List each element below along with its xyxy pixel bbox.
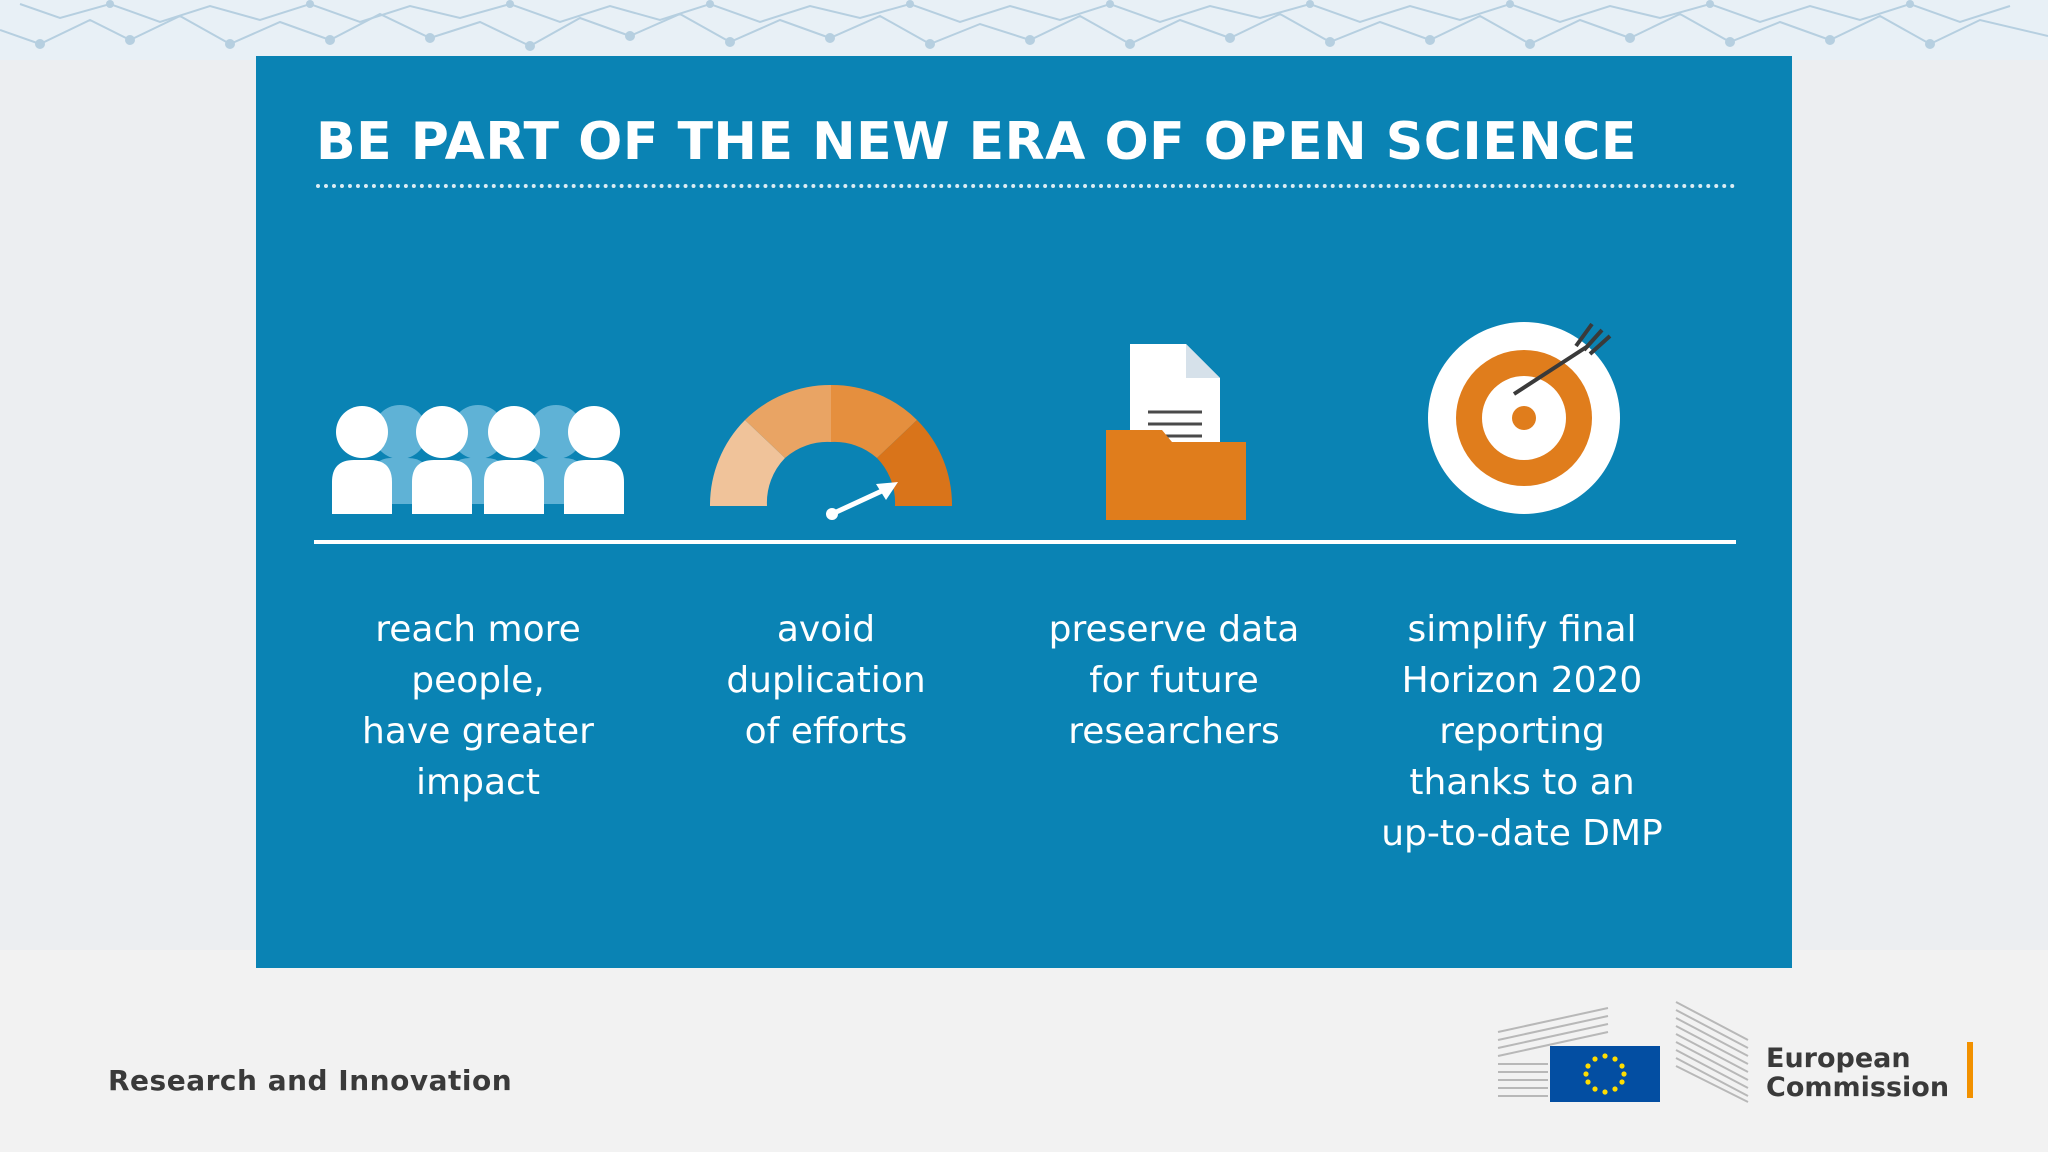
benefit-label-reporting: simplify final Horizon 2020 reporting th…: [1381, 609, 1663, 854]
document-folder-icon: [1106, 344, 1246, 520]
benefit-label-preserve: preserve data for future researchers: [1048, 609, 1300, 752]
icons-baseline-divider: [314, 540, 1736, 544]
european-commission-name: European Commission: [1766, 1043, 1950, 1103]
slide-title: BE PART OF THE NEW ERA OF OPEN SCIENCE: [316, 112, 1637, 172]
logo-accent-bar: [1967, 1042, 1973, 1098]
title-dotted-divider: [316, 184, 1736, 188]
network-pattern-header: [0, 0, 2048, 60]
slide-panel: BE PART OF THE NEW ERA OF OPEN SCIENCE: [256, 56, 1792, 968]
speedometer-gauge-icon: [709, 382, 953, 522]
eu-flag-building-icon: [1496, 1000, 1976, 1104]
benefit-label-reach: reach more people, have greater impact: [362, 609, 594, 803]
benefit-label-duplication: avoid duplication of efforts: [726, 609, 926, 752]
research-innovation-label: Research and Innovation: [108, 1064, 513, 1097]
people-group-icon: [332, 404, 628, 524]
target-arrow-icon: [1428, 318, 1624, 514]
